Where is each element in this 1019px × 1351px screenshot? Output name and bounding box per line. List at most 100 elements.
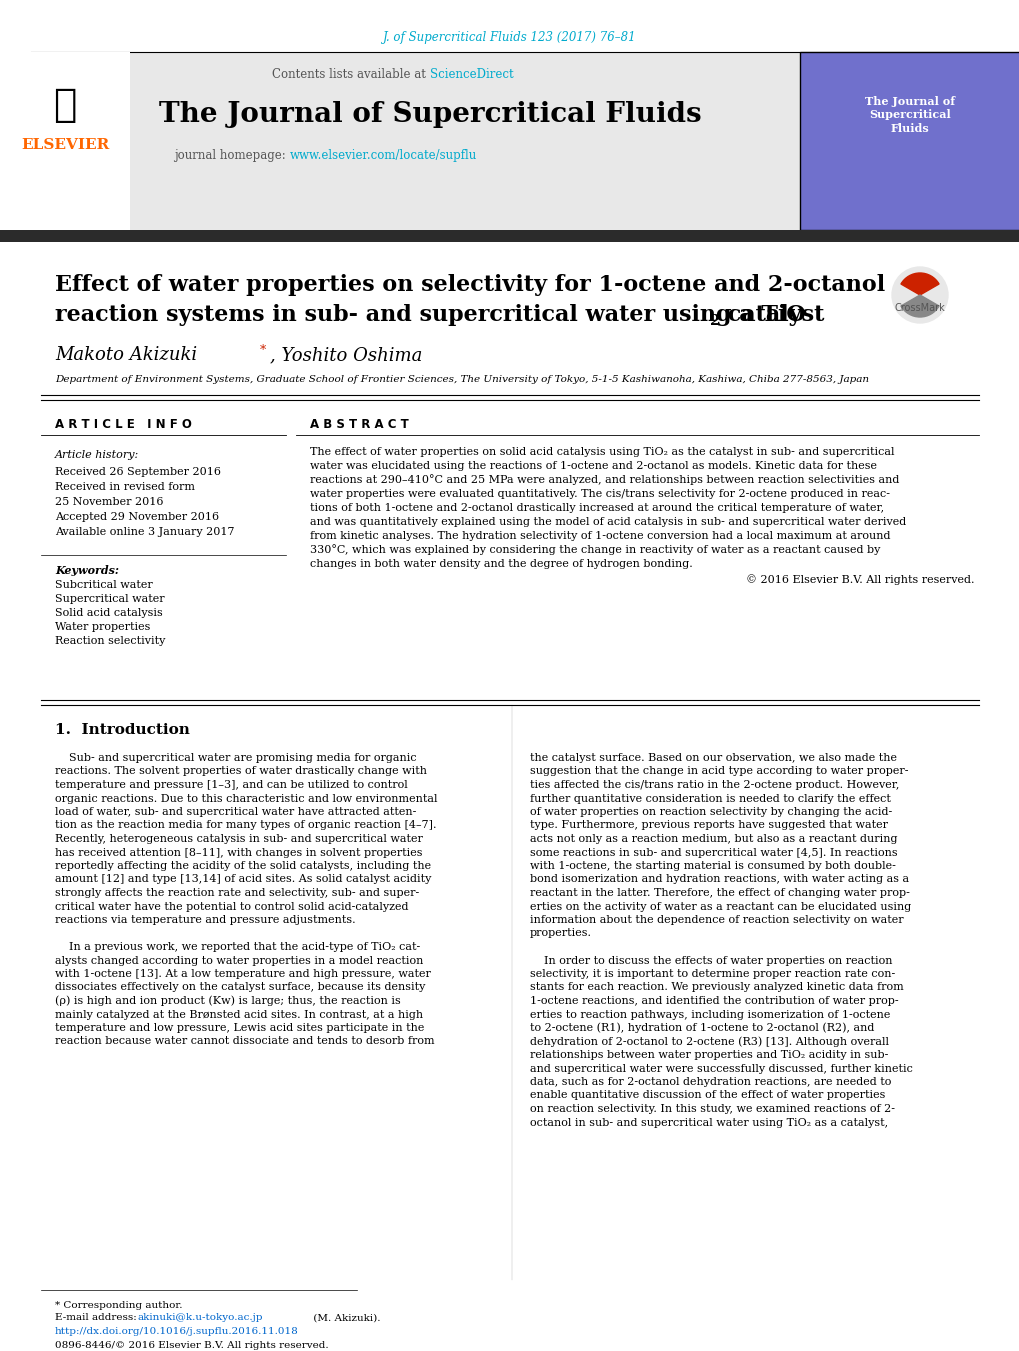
FancyBboxPatch shape bbox=[799, 51, 1019, 230]
Text: water properties were evaluated quantitatively. The cis/trans selectivity for 2-: water properties were evaluated quantita… bbox=[310, 489, 890, 499]
Text: erties to reaction pathways, including isomerization of 1-octene: erties to reaction pathways, including i… bbox=[530, 1009, 890, 1020]
Text: Supercritical water: Supercritical water bbox=[55, 594, 164, 604]
Text: dehydration of 2-octanol to 2-octene (R3) [13]. Although overall: dehydration of 2-octanol to 2-octene (R3… bbox=[530, 1036, 889, 1047]
Text: 🌳: 🌳 bbox=[53, 86, 76, 124]
FancyBboxPatch shape bbox=[0, 51, 799, 230]
Text: The effect of water properties on solid acid catalysis using TiO₂ as the catalys: The effect of water properties on solid … bbox=[310, 447, 894, 457]
Text: Makoto Akizuki: Makoto Akizuki bbox=[55, 346, 197, 363]
Text: 1-octene reactions, and identified the contribution of water prop-: 1-octene reactions, and identified the c… bbox=[530, 996, 898, 1006]
Text: Article history:: Article history: bbox=[55, 450, 140, 459]
Text: water was elucidated using the reactions of 1-octene and 2-octanol as models. Ki: water was elucidated using the reactions… bbox=[310, 461, 876, 471]
FancyBboxPatch shape bbox=[0, 230, 1019, 242]
Text: enable quantitative discussion of the effect of water properties: enable quantitative discussion of the ef… bbox=[530, 1090, 884, 1101]
Text: organic reactions. Due to this characteristic and low environmental: organic reactions. Due to this character… bbox=[55, 793, 437, 804]
Text: alysts changed according to water properties in a model reaction: alysts changed according to water proper… bbox=[55, 955, 423, 966]
Text: ELSEVIER: ELSEVIER bbox=[20, 138, 109, 153]
Text: with 1-octene, the starting material is consumed by both double-: with 1-octene, the starting material is … bbox=[530, 861, 895, 871]
FancyBboxPatch shape bbox=[0, 51, 129, 230]
Text: A R T I C L E   I N F O: A R T I C L E I N F O bbox=[55, 419, 192, 431]
Text: tions of both 1-octene and 2-octanol drastically increased at around the critica: tions of both 1-octene and 2-octanol dra… bbox=[310, 503, 883, 513]
Text: type. Furthermore, previous reports have suggested that water: type. Furthermore, previous reports have… bbox=[530, 820, 888, 831]
Text: relationships between water properties and TiO₂ acidity in sub-: relationships between water properties a… bbox=[530, 1050, 888, 1061]
Text: information about the dependence of reaction selectivity on water: information about the dependence of reac… bbox=[530, 915, 903, 925]
Text: Contents lists available at: Contents lists available at bbox=[272, 69, 430, 81]
Text: Department of Environment Systems, Graduate School of Frontier Sciences, The Uni: Department of Environment Systems, Gradu… bbox=[55, 376, 868, 385]
Text: © 2016 Elsevier B.V. All rights reserved.: © 2016 Elsevier B.V. All rights reserved… bbox=[746, 574, 974, 585]
Text: Effect of water properties on selectivity for 1-octene and 2-octanol: Effect of water properties on selectivit… bbox=[55, 274, 884, 296]
Text: tion as the reaction media for many types of organic reaction [4–7].: tion as the reaction media for many type… bbox=[55, 820, 436, 831]
Text: further quantitative consideration is needed to clarify the effect: further quantitative consideration is ne… bbox=[530, 793, 890, 804]
Text: 330°C, which was explained by considering the change in reactivity of water as a: 330°C, which was explained by considerin… bbox=[310, 544, 879, 555]
Text: www.elsevier.com/locate/supflu: www.elsevier.com/locate/supflu bbox=[289, 149, 477, 162]
Text: reactions. The solvent properties of water drastically change with: reactions. The solvent properties of wat… bbox=[55, 766, 427, 777]
Text: dissociates effectively on the catalyst surface, because its density: dissociates effectively on the catalyst … bbox=[55, 982, 425, 993]
Text: strongly affects the reaction rate and selectivity, sub- and super-: strongly affects the reaction rate and s… bbox=[55, 888, 419, 898]
Text: catalyst: catalyst bbox=[719, 304, 823, 326]
Text: A B S T R A C T: A B S T R A C T bbox=[310, 419, 409, 431]
Text: has received attention [8–11], with changes in solvent properties: has received attention [8–11], with chan… bbox=[55, 847, 422, 858]
Text: stants for each reaction. We previously analyzed kinetic data from: stants for each reaction. We previously … bbox=[530, 982, 903, 993]
Text: *: * bbox=[260, 345, 266, 358]
Text: some reactions in sub- and supercritical water [4,5]. In reactions: some reactions in sub- and supercritical… bbox=[530, 847, 897, 858]
Text: the catalyst surface. Based on our observation, we also made the: the catalyst surface. Based on our obser… bbox=[530, 753, 896, 763]
Text: reaction because water cannot dissociate and tends to desorb from: reaction because water cannot dissociate… bbox=[55, 1036, 434, 1047]
Text: on reaction selectivity. In this study, we examined reactions of 2-: on reaction selectivity. In this study, … bbox=[530, 1104, 894, 1115]
Text: akinuki@k.u-tokyo.ac.jp: akinuki@k.u-tokyo.ac.jp bbox=[138, 1313, 263, 1323]
Text: http://dx.doi.org/10.1016/j.supflu.2016.11.018: http://dx.doi.org/10.1016/j.supflu.2016.… bbox=[55, 1328, 299, 1336]
Text: reactions via temperature and pressure adjustments.: reactions via temperature and pressure a… bbox=[55, 915, 356, 925]
Text: selectivity, it is important to determine proper reaction rate con-: selectivity, it is important to determin… bbox=[530, 969, 895, 979]
Text: properties.: properties. bbox=[530, 928, 591, 939]
Text: with 1-octene [13]. At a low temperature and high pressure, water: with 1-octene [13]. At a low temperature… bbox=[55, 969, 430, 979]
Text: acts not only as a reaction medium, but also as a reactant during: acts not only as a reaction medium, but … bbox=[530, 834, 897, 844]
Text: and was quantitatively explained using the model of acid catalysis in sub- and s: and was quantitatively explained using t… bbox=[310, 517, 905, 527]
Text: Received in revised form: Received in revised form bbox=[55, 482, 195, 492]
Text: In a previous work, we reported that the acid-type of TiO₂ cat-: In a previous work, we reported that the… bbox=[55, 942, 420, 952]
Text: and supercritical water were successfully discussed, further kinetic: and supercritical water were successfull… bbox=[530, 1063, 912, 1074]
Text: Subcritical water: Subcritical water bbox=[55, 580, 153, 590]
Text: 2: 2 bbox=[709, 313, 719, 328]
Text: journal homepage:: journal homepage: bbox=[174, 149, 289, 162]
Text: reactant in the latter. Therefore, the effect of changing water prop-: reactant in the latter. Therefore, the e… bbox=[530, 888, 909, 898]
Text: Solid acid catalysis: Solid acid catalysis bbox=[55, 608, 163, 617]
Text: Sub- and supercritical water are promising media for organic: Sub- and supercritical water are promisi… bbox=[55, 753, 416, 763]
Text: ties affected the cis/trans ratio in the 2-octene product. However,: ties affected the cis/trans ratio in the… bbox=[530, 780, 899, 790]
Text: Reaction selectivity: Reaction selectivity bbox=[55, 636, 165, 646]
Text: erties on the activity of water as a reactant can be elucidated using: erties on the activity of water as a rea… bbox=[530, 901, 910, 912]
Text: In order to discuss the effects of water properties on reaction: In order to discuss the effects of water… bbox=[530, 955, 892, 966]
Text: 25 November 2016: 25 November 2016 bbox=[55, 497, 163, 507]
Text: amount [12] and type [13,14] of acid sites. As solid catalyst acidity: amount [12] and type [13,14] of acid sit… bbox=[55, 874, 431, 885]
Text: 0896-8446/© 2016 Elsevier B.V. All rights reserved.: 0896-8446/© 2016 Elsevier B.V. All right… bbox=[55, 1340, 328, 1350]
Text: The Journal of
Supercritical
Fluids: The Journal of Supercritical Fluids bbox=[864, 96, 954, 134]
Text: Available online 3 January 2017: Available online 3 January 2017 bbox=[55, 527, 234, 536]
Text: 1.  Introduction: 1. Introduction bbox=[55, 723, 190, 738]
Text: mainly catalyzed at the Brønsted acid sites. In contrast, at a high: mainly catalyzed at the Brønsted acid si… bbox=[55, 1009, 423, 1020]
Text: critical water have the potential to control solid acid-catalyzed: critical water have the potential to con… bbox=[55, 901, 408, 912]
Text: changes in both water density and the degree of hydrogen bonding.: changes in both water density and the de… bbox=[310, 559, 692, 569]
Circle shape bbox=[892, 267, 947, 323]
Text: Keywords:: Keywords: bbox=[55, 565, 119, 576]
Text: load of water, sub- and supercritical water have attracted atten-: load of water, sub- and supercritical wa… bbox=[55, 807, 416, 817]
Text: Received 26 September 2016: Received 26 September 2016 bbox=[55, 467, 221, 477]
Text: reportedly affecting the acidity of the solid catalysts, including the: reportedly affecting the acidity of the … bbox=[55, 861, 431, 871]
Text: reactions at 290–410°C and 25 MPa were analyzed, and relationships between react: reactions at 290–410°C and 25 MPa were a… bbox=[310, 474, 899, 485]
Text: J. of Supercritical Fluids 123 (2017) 76–81: J. of Supercritical Fluids 123 (2017) 76… bbox=[383, 31, 636, 45]
Text: data, such as for 2-octanol dehydration reactions, are needed to: data, such as for 2-octanol dehydration … bbox=[530, 1077, 891, 1088]
Text: to 2-octene (R1), hydration of 1-octene to 2-octanol (R2), and: to 2-octene (R1), hydration of 1-octene … bbox=[530, 1023, 873, 1034]
Text: CrossMark: CrossMark bbox=[894, 303, 945, 313]
Text: , Yoshito Oshima: , Yoshito Oshima bbox=[270, 346, 422, 363]
Text: suggestion that the change in acid type according to water proper-: suggestion that the change in acid type … bbox=[530, 766, 908, 777]
Text: of water properties on reaction selectivity by changing the acid-: of water properties on reaction selectiv… bbox=[530, 807, 892, 817]
Text: The Journal of Supercritical Fluids: The Journal of Supercritical Fluids bbox=[159, 101, 701, 128]
Text: (M. Akizuki).: (M. Akizuki). bbox=[310, 1313, 380, 1323]
Text: * Corresponding author.: * Corresponding author. bbox=[55, 1301, 182, 1309]
Text: from kinetic analyses. The hydration selectivity of 1-octene conversion had a lo: from kinetic analyses. The hydration sel… bbox=[310, 531, 890, 540]
Text: Recently, heterogeneous catalysis in sub- and supercritical water: Recently, heterogeneous catalysis in sub… bbox=[55, 834, 423, 844]
Text: temperature and pressure [1–3], and can be utilized to control: temperature and pressure [1–3], and can … bbox=[55, 780, 408, 790]
Text: ScienceDirect: ScienceDirect bbox=[430, 69, 514, 81]
Wedge shape bbox=[900, 273, 938, 295]
Text: Water properties: Water properties bbox=[55, 621, 150, 632]
Text: temperature and low pressure, Lewis acid sites participate in the: temperature and low pressure, Lewis acid… bbox=[55, 1023, 424, 1034]
Wedge shape bbox=[900, 295, 938, 317]
Text: bond isomerization and hydration reactions, with water acting as a: bond isomerization and hydration reactio… bbox=[530, 874, 908, 885]
Text: E-mail address:: E-mail address: bbox=[55, 1313, 140, 1323]
